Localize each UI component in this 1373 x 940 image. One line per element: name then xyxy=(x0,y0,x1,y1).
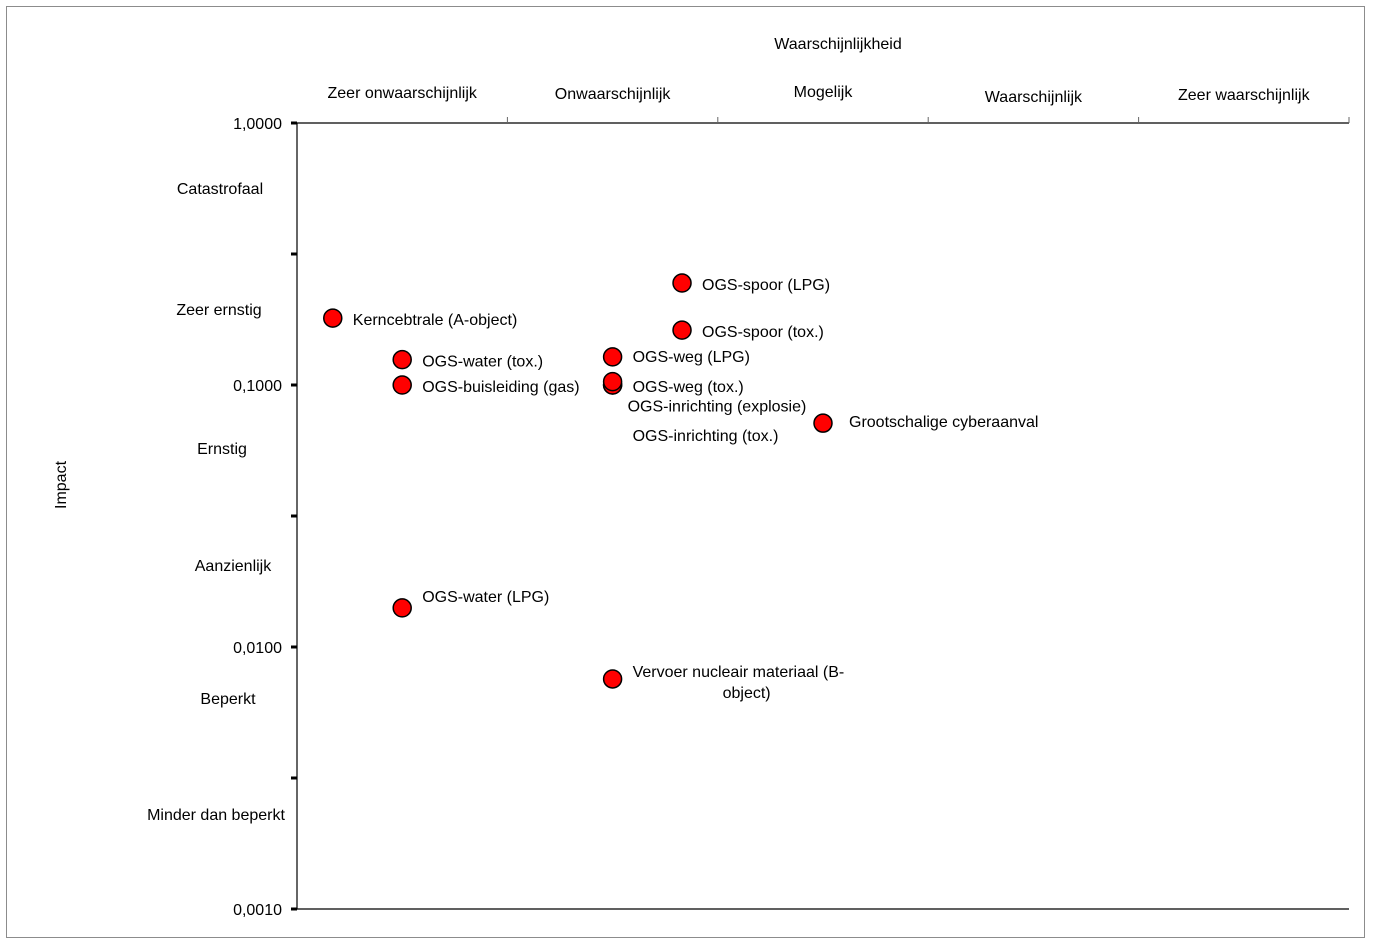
y-category-label: Aanzienlijk xyxy=(195,558,272,575)
data-point-marker xyxy=(813,413,833,433)
data-point-marker xyxy=(602,669,623,689)
x-category-label: Zeer onwaarschijnlijk xyxy=(328,85,478,102)
y-tick-label: 0,0010 xyxy=(233,902,282,919)
data-point-marker xyxy=(602,347,623,367)
y-category-label: Ernstig xyxy=(197,441,247,458)
point-label: Kerncebtrale (A-object) xyxy=(353,312,518,329)
y-axis-title: Impact xyxy=(53,460,70,509)
data-point-marker xyxy=(602,371,623,392)
point-label: OGS-weg (tox.) xyxy=(633,379,744,396)
point-label: OGS-buisleiding (gas) xyxy=(422,379,579,396)
y-tick-label: 0,0100 xyxy=(233,640,282,657)
data-point-marker xyxy=(672,273,692,293)
point-label-line: object) xyxy=(723,685,771,702)
point-label: OGS-weg (LPG) xyxy=(633,349,750,366)
point-label: OGS-water (LPG) xyxy=(422,589,549,606)
y-category-label: Zeer ernstig xyxy=(176,302,261,319)
y-category-label: Catastrofaal xyxy=(177,181,263,198)
y-category-label: Beperkt xyxy=(200,691,256,708)
data-point-marker xyxy=(392,375,412,395)
point-label-line: Vervoer nucleair materiaal (B- xyxy=(633,664,845,681)
data-point-marker xyxy=(392,349,412,370)
point-label: OGS-spoor (LPG) xyxy=(702,277,830,294)
y-tick-label: 1,0000 xyxy=(233,116,282,133)
point-label: Grootschalige cyberaanval xyxy=(849,414,1038,431)
point-label: OGS-spoor (tox.) xyxy=(702,324,824,341)
chart-frame xyxy=(6,6,1365,938)
y-tick-label: 0,1000 xyxy=(233,378,282,395)
point-label: OGS-water (tox.) xyxy=(422,354,543,371)
data-point-marker xyxy=(323,308,343,328)
point-label: Vervoer nucleair materiaal (B-object) xyxy=(633,664,845,702)
point-label: OGS-inrichting (tox.) xyxy=(633,428,779,445)
x-category-label: Waarschijnlijk xyxy=(985,89,1083,106)
data-point-marker xyxy=(392,598,412,618)
x-axis-title: Waarschijnlijkheid xyxy=(774,36,901,53)
data-point-marker xyxy=(672,320,692,340)
x-category-label: Onwaarschijnlijk xyxy=(555,86,672,103)
y-category-label: Minder dan beperkt xyxy=(147,807,285,824)
point-label: OGS-inrichting (explosie) xyxy=(628,399,807,416)
x-category-label: Mogelijk xyxy=(794,84,854,101)
x-category-label: Zeer waarschijnlijk xyxy=(1178,87,1311,104)
